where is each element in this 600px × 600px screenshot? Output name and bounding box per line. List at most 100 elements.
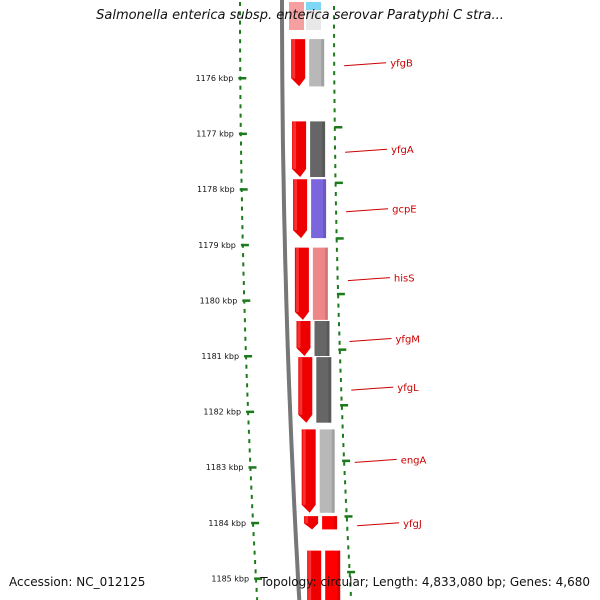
scale-tick (344, 515, 353, 518)
scale-dot (249, 457, 252, 462)
scale-dot (333, 61, 336, 66)
scale-dot (343, 461, 346, 466)
scale-dot (338, 331, 341, 336)
scale-dot (246, 392, 249, 397)
scale-label: 1178 kbp (197, 185, 235, 194)
scale-dot (334, 164, 337, 169)
gene-yfgL[interactable]: yfgL (298, 357, 419, 423)
scale-dot (240, 178, 243, 183)
scale-dot (333, 43, 336, 48)
scale-dot (349, 582, 352, 587)
scale-dot (339, 359, 342, 364)
scale-dot (243, 290, 245, 295)
gene-yfgM[interactable]: yfgM (296, 321, 420, 356)
gene-label-leader (344, 62, 387, 67)
scale-dot (239, 85, 242, 90)
scale-label: 1180 kbp (200, 296, 238, 305)
scale-label: 1183 kbp (206, 463, 244, 472)
scale-dot (239, 95, 242, 99)
gene-category-bar[interactable] (319, 429, 335, 513)
gene-label[interactable]: yfgL (397, 383, 419, 394)
scale-tick (251, 521, 260, 525)
scale-dot (246, 401, 249, 406)
gene-label[interactable]: engA (401, 455, 427, 466)
scale-dot (340, 387, 343, 392)
scale-dot (342, 433, 344, 438)
gene-arrow-highlight (302, 429, 306, 505)
gene-yfgA[interactable]: yfgA (292, 121, 414, 177)
scale-dot (344, 489, 347, 494)
scale-tick (254, 577, 263, 580)
scale-dot (338, 322, 340, 327)
scale-dot (242, 253, 245, 258)
scale-dot (336, 266, 339, 271)
scale-dot (347, 554, 350, 559)
scale-dot (337, 312, 340, 317)
scale-dot (334, 201, 337, 206)
gene-label[interactable]: hisS (394, 274, 415, 285)
scale-dot (333, 89, 336, 94)
scale-tick (336, 292, 345, 296)
gene-arrow-highlight (294, 179, 298, 231)
scale-dot (253, 541, 256, 546)
gene-category-bar[interactable] (310, 121, 326, 177)
gene-engA[interactable]: engA (301, 429, 427, 513)
scale-dot (335, 210, 338, 215)
gene-hisS[interactable]: hisS (294, 247, 415, 320)
scale-dot (345, 517, 348, 522)
scale-dot (246, 383, 249, 388)
scale-dot (239, 113, 242, 118)
scale-dot (242, 262, 245, 267)
gene-label[interactable]: gcpE (392, 205, 417, 216)
scale-dot (335, 247, 338, 252)
gene-category-bar[interactable] (312, 247, 328, 320)
gene-label[interactable]: yfgJ (403, 519, 422, 530)
scale-dot (251, 504, 254, 509)
scale-dot (333, 80, 336, 85)
scale-dot (243, 318, 246, 323)
gene-arrow-highlight (297, 321, 301, 348)
scale-dot (333, 108, 336, 113)
gene-category-bar[interactable] (316, 357, 332, 423)
scale-dot (333, 117, 336, 122)
scale-ruler: 1176 kbp 1177 kbp 1178 kbp 1179 kbp 1180 kbp… (196, 2, 356, 600)
scale-dot (336, 275, 339, 280)
gene-label[interactable]: yfgM (396, 335, 420, 346)
scale-tick (334, 126, 343, 129)
scale-dot (336, 257, 339, 262)
gene-label[interactable]: yfgB (390, 59, 413, 70)
gene-category-bar[interactable] (311, 179, 327, 239)
gene-fragment-feature (306, 2, 321, 10)
scale-dot (333, 24, 335, 29)
gene-category-bar[interactable] (325, 550, 341, 600)
scale-dot (333, 136, 336, 141)
scale-dot (342, 443, 345, 448)
scale-dot (335, 229, 338, 234)
scale-dot (334, 192, 337, 196)
scale-label: 1185 kbp (211, 574, 249, 583)
scale-dot (247, 420, 250, 425)
gene-yfgJ[interactable]: yfgJ (304, 516, 422, 530)
scale-dot (346, 526, 349, 531)
scale-dot (247, 429, 250, 434)
scale-label: 1177 kbp (196, 130, 234, 139)
scale-dot (336, 285, 339, 289)
scale-dot (241, 215, 244, 220)
gene-yfgB[interactable]: yfgB (291, 39, 413, 87)
gene-category-bar[interactable] (314, 321, 330, 356)
gene-unlabeled[interactable] (307, 550, 341, 600)
scale-dot (245, 364, 248, 369)
scale-dot (251, 513, 254, 518)
top-fragments (289, 2, 321, 30)
gene-category-bar[interactable] (322, 516, 338, 530)
scale-dot (333, 33, 336, 38)
scale-dot (341, 415, 344, 420)
scale-dot (333, 99, 336, 103)
scale-dot (244, 346, 247, 351)
scale-dot (349, 591, 352, 596)
gene-gcpE[interactable]: gcpE (293, 179, 417, 239)
gene-category-bar[interactable] (309, 39, 325, 87)
gene-label[interactable]: yfgA (391, 145, 414, 156)
scale-label: 1176 kbp (196, 74, 234, 83)
